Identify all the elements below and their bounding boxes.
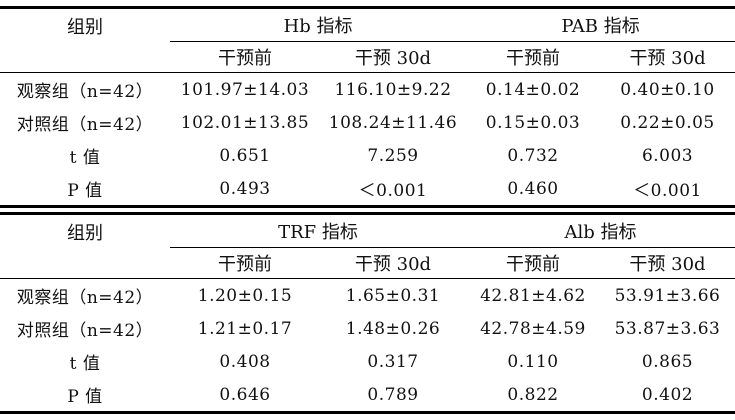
row-label: 对照组（n=42） xyxy=(16,321,154,341)
cell: 1.48±0.26 xyxy=(345,318,441,339)
sub-header: 干预前 xyxy=(170,247,320,279)
cell: 0.646 xyxy=(219,384,271,405)
group-header: 组别 xyxy=(0,213,170,279)
cell: 1.21±0.17 xyxy=(197,318,293,339)
row-label: t 值 xyxy=(69,354,101,374)
group-header: 组别 xyxy=(0,7,170,73)
table-row: 对照组（n=42） 1.21±0.17 1.48±0.26 42.78±4.59… xyxy=(0,312,735,345)
cell: 116.10±9.22 xyxy=(334,79,452,100)
cell: 0.40±0.10 xyxy=(620,79,715,100)
row-label: 对照组（n=42） xyxy=(16,115,154,135)
cell: 0.22±0.05 xyxy=(620,112,715,133)
cell: 0.14±0.02 xyxy=(485,79,581,100)
cell: 0.408 xyxy=(219,351,271,372)
cell: 0.15±0.03 xyxy=(485,112,581,133)
row-label: P 值 xyxy=(67,387,103,407)
sub-header: 干预 30d xyxy=(320,41,467,73)
cell: 0.789 xyxy=(367,384,419,405)
cell: 0.651 xyxy=(219,145,271,166)
cell: 0.460 xyxy=(507,178,559,199)
cell: 42.81±4.62 xyxy=(480,285,586,306)
table-row: 观察组（n=42） 1.20±0.15 1.65±0.31 42.81±4.62… xyxy=(0,279,735,313)
cell: ＜0.001 xyxy=(358,181,428,201)
cell: 102.01±13.85 xyxy=(180,112,310,133)
alb-header: Alb 指标 xyxy=(466,213,735,248)
sub-header: 干预 30d xyxy=(600,247,735,279)
table-row: t 值 0.408 0.317 0.110 0.865 xyxy=(0,345,735,378)
table-row: 对照组（n=42） 102.01±13.85 108.24±11.46 0.15… xyxy=(0,106,735,139)
cell: 0.317 xyxy=(367,351,419,372)
cell: 108.24±11.46 xyxy=(328,112,458,133)
sub-header: 干预前 xyxy=(170,41,320,73)
cell: 0.865 xyxy=(641,351,694,372)
table-hb-pab: 组别 Hb 指标 PAB 指标 干预前 干预 30d 干预前 干预 30d 观察… xyxy=(0,6,735,208)
sub-header: 干预前 xyxy=(466,41,601,73)
pab-header: PAB 指标 xyxy=(466,7,735,42)
cell: 53.87±3.63 xyxy=(614,318,721,339)
sub-header: 干预 30d xyxy=(600,41,735,73)
table-row: P 值 0.493 ＜0.001 0.460 ＜0.001 xyxy=(0,172,735,207)
cell: 1.20±0.15 xyxy=(197,285,293,306)
cell: 1.65±0.31 xyxy=(345,285,441,306)
hb-header: Hb 指标 xyxy=(170,7,467,42)
trf-header: TRF 指标 xyxy=(170,213,466,248)
table-row: t 值 0.651 7.259 0.732 6.003 xyxy=(0,139,735,172)
cell: ＜0.001 xyxy=(633,181,702,201)
cell: 0.822 xyxy=(507,384,559,405)
row-label: 观察组（n=42） xyxy=(16,82,154,102)
cell: 0.732 xyxy=(507,145,559,166)
sub-header: 干预 30d xyxy=(320,247,466,279)
row-label: t 值 xyxy=(69,148,101,168)
table-trf-alb: 组别 TRF 指标 Alb 指标 干预前 干预 30d 干预前 干预 30d 观… xyxy=(0,212,735,414)
table-row: 观察组（n=42） 101.97±14.03 116.10±9.22 0.14±… xyxy=(0,73,735,107)
table-row: P 值 0.646 0.789 0.822 0.402 xyxy=(0,378,735,413)
sub-header: 干预前 xyxy=(466,247,600,279)
cell: 53.91±3.66 xyxy=(614,285,721,306)
cell: 101.97±14.03 xyxy=(180,79,310,100)
cell: 42.78±4.59 xyxy=(480,318,586,339)
cell: 0.493 xyxy=(219,178,271,199)
cell: 0.110 xyxy=(507,351,559,372)
row-label: P 值 xyxy=(67,181,103,201)
cell: 7.259 xyxy=(367,145,419,166)
cell: 6.003 xyxy=(641,145,694,166)
cell: 0.402 xyxy=(641,384,694,405)
row-label: 观察组（n=42） xyxy=(16,288,154,308)
